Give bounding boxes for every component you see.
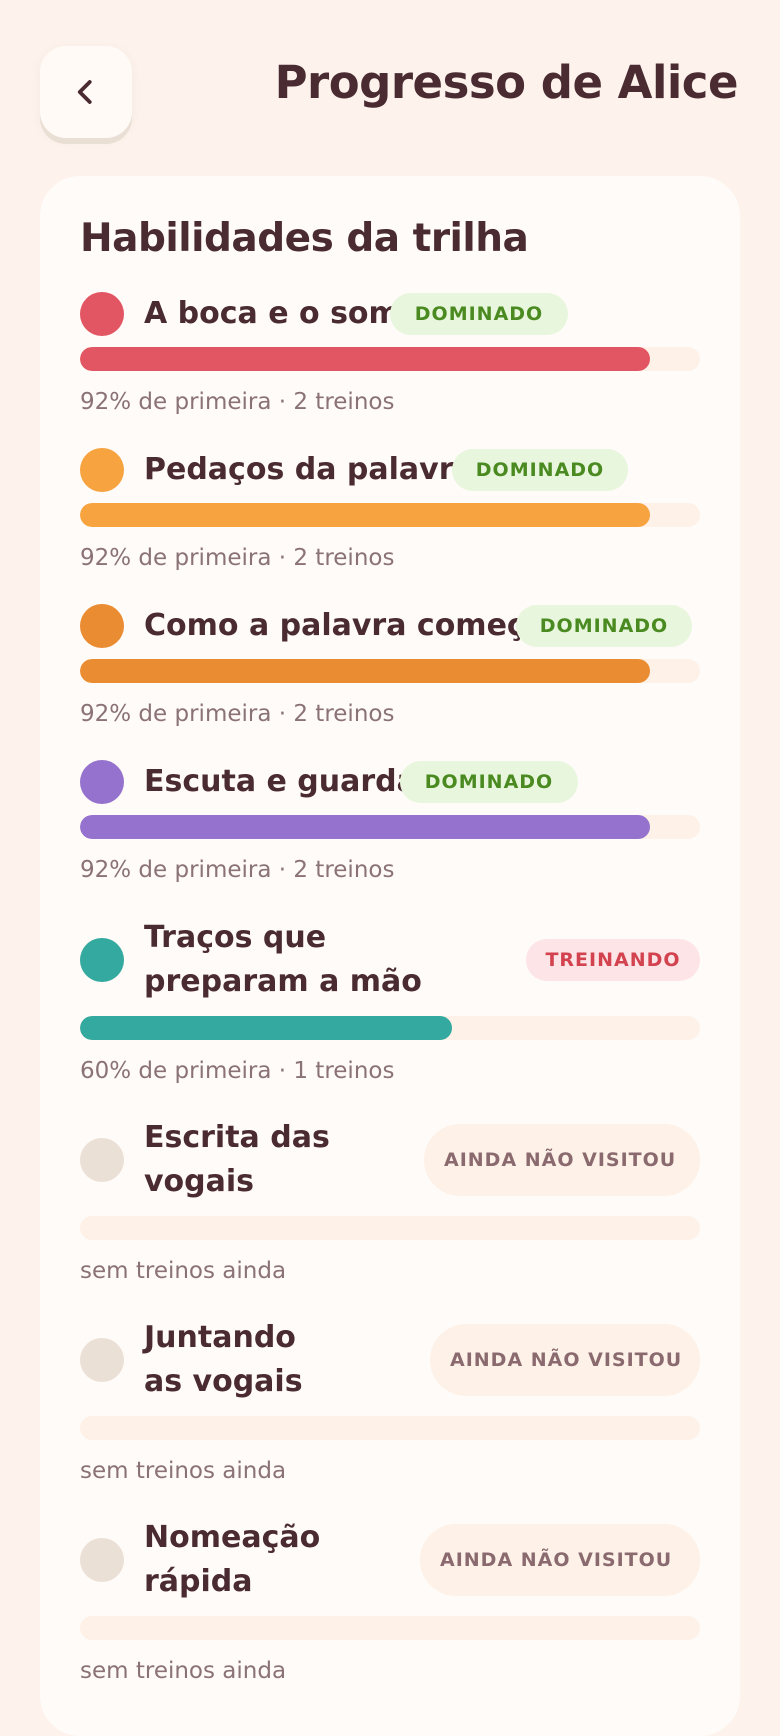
skill-name: Juntando as vogais — [144, 1320, 303, 1399]
status-badge: DOMINADO — [390, 293, 568, 335]
progress-fill — [80, 347, 651, 371]
status-badge: AINDA NÃO VISITOU — [424, 1124, 700, 1196]
skill-color-dot — [80, 1138, 124, 1182]
chevron-left-icon — [77, 80, 92, 104]
status-badge: AINDA NÃO VISITOU — [430, 1324, 700, 1396]
progress-track — [80, 1216, 700, 1240]
progress-track — [80, 347, 700, 371]
skill-name: Nomeação rápida — [144, 1520, 321, 1599]
skill-meta: sem treinos ainda — [80, 1458, 287, 1484]
skill-color-dot — [80, 760, 124, 804]
skill-color-dot — [80, 292, 124, 336]
progress-fill — [80, 503, 651, 527]
page-title: Progresso de Alice — [274, 56, 739, 109]
progress-track — [80, 659, 700, 683]
skill-name: Escrita das vogais — [144, 1120, 330, 1199]
status-badge: DOMINADO — [400, 761, 578, 803]
status-badge: TREINANDO — [526, 939, 700, 981]
skill-color-dot — [80, 1538, 124, 1582]
skill-name: Como a palavra começa — [144, 608, 545, 643]
skill-meta: sem treinos ainda — [80, 1258, 287, 1284]
progress-track — [80, 1616, 700, 1640]
skill-color-dot — [80, 604, 124, 648]
progress-track — [80, 815, 700, 839]
progress-track — [80, 1016, 700, 1040]
skills-card: Habilidades da trilha A boca e o som DOM… — [40, 176, 740, 1736]
skill-name: Pedaços da palavra — [144, 452, 474, 487]
card-title: Habilidades da trilha — [80, 216, 529, 261]
skill-meta: sem treinos ainda — [80, 1658, 287, 1684]
skill-meta: 60% de primeira · 1 treinos — [80, 1058, 395, 1084]
skill-name: Traços que preparam a mão — [144, 920, 422, 999]
progress-fill — [80, 815, 651, 839]
skill-color-dot — [80, 938, 124, 982]
status-badge: DOMINADO — [452, 449, 628, 491]
back-button[interactable] — [40, 46, 132, 138]
progress-track — [80, 503, 700, 527]
skill-color-dot — [80, 448, 124, 492]
skill-name: Escuta e guarda — [144, 764, 417, 799]
status-badge: AINDA NÃO VISITOU — [420, 1524, 700, 1596]
skill-meta: 92% de primeira · 2 treinos — [80, 545, 395, 571]
skill-name: A boca e o som — [144, 296, 400, 331]
skill-meta: 92% de primeira · 2 treinos — [80, 389, 395, 415]
progress-track — [80, 1416, 700, 1440]
skill-meta: 92% de primeira · 2 treinos — [80, 701, 395, 727]
progress-fill — [80, 1016, 452, 1040]
skill-meta: 92% de primeira · 2 treinos — [80, 857, 395, 883]
skill-color-dot — [80, 1338, 124, 1382]
progress-fill — [80, 659, 651, 683]
status-badge: DOMINADO — [516, 605, 692, 647]
